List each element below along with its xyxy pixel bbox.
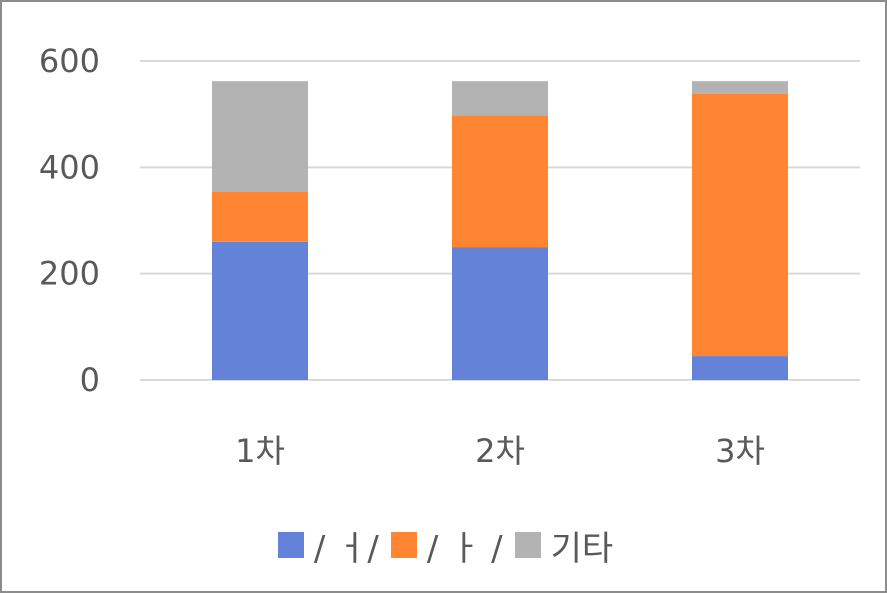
x-category-label-1: 1차 [235, 432, 285, 470]
x-category-label-2: 2차 [475, 432, 525, 470]
bar-segment-1-series-1 [212, 241, 308, 380]
bar-segment-2-series-3 [452, 81, 548, 116]
bar-segment-3-series-1 [692, 356, 788, 380]
legend-item-2: / ㅏ / [390, 521, 503, 570]
legend-swatch-2 [390, 532, 417, 558]
bar-segment-2-series-2 [452, 115, 548, 248]
legend-label-3: 기타 [550, 528, 614, 569]
bar-segment-1-series-3 [212, 81, 308, 192]
y-tick-label-0: 0 [80, 361, 100, 399]
legend-label-1: / ㅓ/ [313, 528, 379, 569]
legend-item-1: / ㅓ/ [277, 521, 379, 570]
y-tick-label-200: 200 [39, 255, 100, 293]
y-tick-label-600: 600 [39, 42, 100, 80]
bar-segment-3-series-2 [692, 93, 788, 357]
bar-segment-3-series-3 [692, 81, 788, 94]
x-category-label-3: 3차 [715, 432, 765, 470]
bar-segment-1-series-2 [212, 191, 308, 242]
legend-swatch-3 [514, 532, 541, 558]
legend-item-3: 기타 [514, 521, 614, 570]
legend-label-2: / ㅏ / [426, 528, 503, 569]
chart-legend: / ㅓ/ / ㅏ / 기타 [2, 520, 887, 570]
y-tick-label-400: 400 [39, 148, 100, 186]
legend-swatch-1 [277, 532, 304, 558]
bar-segment-2-series-1 [452, 247, 548, 380]
